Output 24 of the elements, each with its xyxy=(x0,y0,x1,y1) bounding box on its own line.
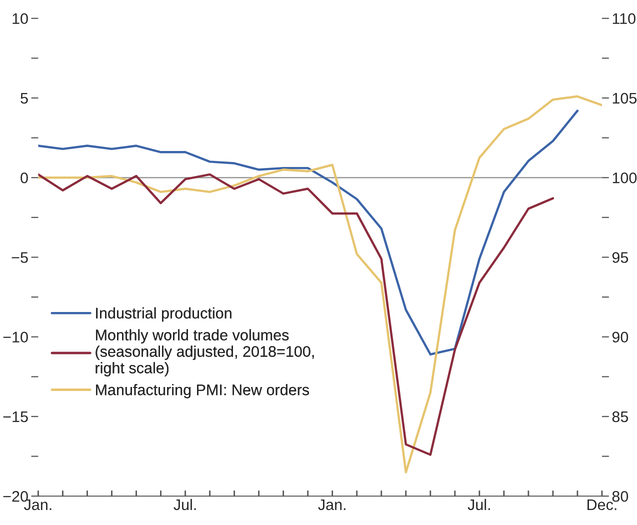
line-series xyxy=(38,95,602,474)
y-tick-label: 10 xyxy=(12,13,28,24)
y2-tick-label: 85 xyxy=(612,411,628,422)
y-tick-label: 5 xyxy=(20,93,28,104)
x-tick-label: Jul. xyxy=(174,498,196,510)
x-tick-label: Dec. xyxy=(588,499,616,510)
x-tick-label: Jul. xyxy=(468,498,490,510)
y-tick-label: −20 xyxy=(3,490,28,502)
y2-tick-label: 105 xyxy=(612,92,637,104)
legend-label: Monthly world trade volumes (seasonally adjusted, 2018=100, right scale) xyxy=(96,329,314,376)
legend-label: Industrial production xyxy=(96,307,232,322)
line-series xyxy=(38,173,554,456)
y-tick-label: 0 xyxy=(20,172,28,184)
y2-tick-label: 95 xyxy=(612,252,628,263)
legend-label: Manufacturing PMI: New orders xyxy=(96,384,310,398)
y2-tick-label: 90 xyxy=(612,332,628,343)
y-tick-label: −10 xyxy=(3,332,28,343)
y-tick-label: −5 xyxy=(12,252,28,263)
x-tick-label: Jan. xyxy=(318,499,346,510)
y-tick-label: −15 xyxy=(3,412,28,422)
y2-tick-label: 110 xyxy=(612,13,636,24)
y2-tick-label: 100 xyxy=(612,172,637,184)
x-tick-label: Jan. xyxy=(24,499,52,510)
y2-tick-label: 80 xyxy=(612,490,628,502)
